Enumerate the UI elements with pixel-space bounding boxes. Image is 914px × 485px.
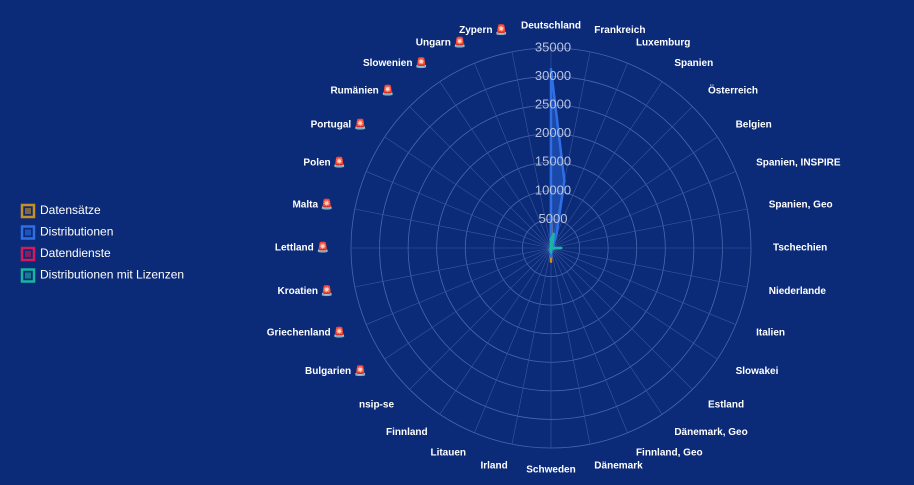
spoke [439,247,552,415]
r-tick-label: 15000 [535,154,571,169]
spoke [550,81,663,249]
spoke [409,106,552,249]
legend-label[interactable]: Datendienste [40,246,111,260]
category-label: Finnland [386,427,428,438]
spoke [550,208,748,249]
category-label: Spanien, Geo [769,199,833,210]
category-label: Schweden [526,465,575,476]
spoke [550,247,736,325]
legend-label[interactable]: Datensätze [40,203,101,217]
category-label: Spanien, INSPIRE [756,158,841,169]
spoke [409,247,552,390]
legend-swatch[interactable] [20,246,36,262]
category-label: Italien [756,328,785,339]
category-label: Luxemburg [636,38,690,49]
legend-swatch-fill [25,229,31,236]
category-label: Dänemark, Geo [674,427,747,438]
spoke [354,208,552,249]
category-label: Frankreich [594,25,645,36]
series-area [549,232,563,254]
spoke [550,136,718,249]
spoke [354,247,552,288]
legend-swatch-fill [25,272,31,279]
category-label: Zypern 🚨 [459,23,508,36]
category-label: Ungarn 🚨 [416,36,466,49]
spoke [511,247,552,445]
spoke [366,247,552,325]
spoke [366,171,552,249]
spoke [474,63,552,249]
spoke [384,247,552,360]
legend-swatch[interactable] [20,225,36,240]
category-label: Polen 🚨 [303,156,345,169]
r-tick-label: 5000 [539,211,568,226]
spoke [511,51,552,249]
r-tick-label: 20000 [535,125,571,140]
category-label: Niederlande [769,286,827,297]
category-label: Tschechien [773,243,827,254]
spoke [550,247,693,390]
r-tick-label: 25000 [535,97,571,112]
legend-swatch-fill [25,251,31,257]
category-label: Slowakei [736,366,779,377]
category-label: Belgien [736,119,772,130]
legend-label[interactable]: Distributionen mit Lizenzen [40,268,184,282]
spoke [550,247,591,445]
category-label: Estland [708,400,744,411]
spoke [550,247,663,415]
spoke [439,81,552,249]
legend-swatch[interactable] [20,203,36,219]
category-label: Rumänien 🚨 [330,84,394,97]
r-tick-label: 10000 [535,182,571,197]
spoke [550,247,748,288]
category-label: Irland [480,460,507,471]
r-tick-label: 30000 [535,68,571,83]
category-label: nsip-se [359,400,394,411]
category-label: Malta 🚨 [292,197,333,210]
category-label: Deutschland [521,21,581,32]
legend-swatch-fill [25,208,31,214]
category-label: Litauen [430,448,466,459]
legend-label[interactable]: Distributionen [40,225,113,239]
legend-swatch[interactable] [20,268,36,283]
spoke [550,63,628,249]
spoke [550,247,628,433]
category-label: Finnland, Geo [636,448,703,459]
category-label: Griechenland 🚨 [267,326,346,339]
category-label: Österreich [708,84,758,97]
spoke [474,247,552,433]
spoke [550,51,591,249]
spoke [550,106,693,249]
category-label: Kroatien 🚨 [277,284,333,297]
category-label: Slowenien 🚨 [363,56,428,69]
spoke [550,171,736,249]
category-label: Lettland 🚨 [275,241,329,254]
spoke [550,247,718,360]
spoke [384,136,552,249]
category-label: Dänemark [594,460,643,471]
category-label: Portugal 🚨 [311,117,367,130]
r-tick-label: 35000 [535,39,571,54]
category-label: Bulgarien 🚨 [305,364,366,377]
category-label: Spanien [674,58,713,69]
